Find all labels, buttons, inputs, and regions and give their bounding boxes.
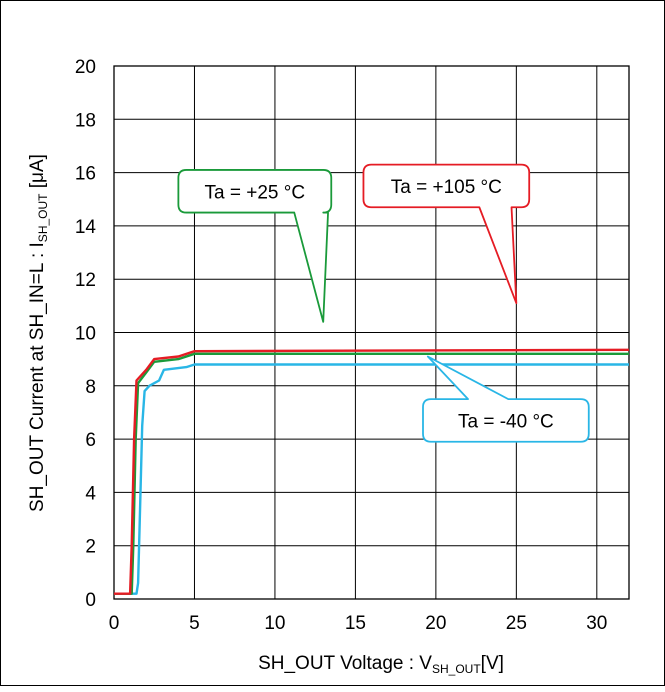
plot-area-border [113,65,630,600]
y-tick-label: 20 [75,57,96,78]
series-line [114,352,629,595]
y-tick-label: 12 [75,270,96,291]
tick-labels: 0 2 4 6 8 10 12 14 16 18 20 0 5 10 15 20 25 30 [75,57,608,634]
x-tick-label: 10 [264,613,285,634]
y-tick-label: 2 [85,537,96,558]
y-tick-label: 6 [85,430,96,451]
y-tick-label: 10 [75,324,96,345]
y-tick-label: 0 [85,590,96,611]
series-line [114,348,630,595]
x-tick-label: 20 [425,613,446,634]
x-tick-label: 0 [109,613,120,634]
x-axis-label: SH_OUT Voltage : VSH_OUT[V] [258,653,504,676]
series-group [114,348,630,595]
callout-box [362,163,531,305]
callout-label: Ta = -40 °C [458,411,554,432]
callout-box [177,169,333,323]
callout-box [422,355,590,443]
y-axis-label: SH_OUT Current at SH_IN=L : ISH_OUT [μA] [27,154,50,512]
x-tick-label: 15 [345,613,366,634]
y-tick-label: 18 [75,110,96,131]
grid [113,65,630,600]
y-tick-label: 14 [75,217,97,238]
series-line [114,363,629,595]
x-tick-label: 30 [586,613,607,634]
y-tick-label: 16 [75,164,96,185]
x-tick-label: 5 [189,613,200,634]
y-tick-label: 4 [85,483,96,504]
callout-label: Ta = +105 °C [391,177,502,198]
callouts: Ta = +25 °C Ta = +105 °C Ta = -40 °C [177,163,590,443]
callout-label: Ta = +25 °C [205,182,306,203]
x-tick-label: 25 [506,613,527,634]
y-tick-label: 8 [85,377,96,398]
